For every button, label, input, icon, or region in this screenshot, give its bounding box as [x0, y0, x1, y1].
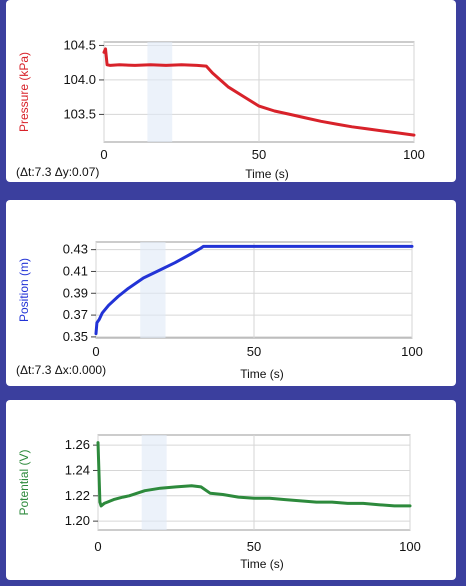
y-axis-label: Pressure (kPa)	[17, 52, 31, 132]
x-tick-label: 0	[100, 147, 107, 162]
y-tick-label: 0.41	[63, 263, 88, 278]
x-tick-label: 50	[247, 344, 261, 359]
series-line	[96, 441, 412, 508]
y-tick-label: 1.24	[65, 462, 90, 477]
x-axis-label: Time (s)	[245, 167, 289, 181]
y-tick-label: 1.26	[65, 437, 90, 452]
position-chart: 0 50 100 0.35 0.37 0.39 0.41 0.43 Time (s) Positi…	[17, 241, 423, 381]
x-tick-label: 100	[403, 147, 425, 162]
series-line	[102, 47, 416, 137]
selection-band	[140, 242, 166, 338]
x-axis-label: Time (s)	[240, 557, 284, 571]
y-tick-label: 0.35	[63, 329, 88, 344]
selection-band	[147, 42, 173, 142]
pressure-chart: 0 50 100 103.5 104.0 104.5 Time (s) Pressure (k…	[17, 37, 425, 181]
x-tick-label: 0	[94, 539, 101, 554]
series-line	[94, 244, 414, 336]
y-axis-label: Potential (V)	[17, 449, 31, 515]
y-tick-label: 1.22	[65, 488, 90, 503]
y-tick-label: 0.37	[63, 307, 88, 322]
potential-panel: 0 50 100 1.20 1.22 1.24 1.26 Time (s) Potential …	[6, 400, 456, 580]
y-tick-label: 0.43	[63, 242, 88, 257]
y-axis-label: Position (m)	[17, 258, 31, 322]
pressure-panel: 0 50 100 103.5 104.0 104.5 Time (s) Pressure (k…	[6, 0, 456, 182]
y-tick-label: 104.0	[63, 72, 96, 87]
position-panel: 0 50 100 0.35 0.37 0.39 0.41 0.43 Time (s) Positi…	[6, 200, 456, 386]
x-tick-label: 100	[399, 539, 421, 554]
potential-chart: 0 50 100 1.20 1.22 1.24 1.26 Time (s) Potential …	[17, 434, 421, 571]
x-tick-label: 0	[92, 344, 99, 359]
selection-band	[141, 435, 167, 530]
position-readout: (Δt:7.3 Δx:0.000)	[16, 363, 107, 377]
y-tick-label: 1.20	[65, 513, 90, 528]
y-tick-label: 0.39	[63, 285, 88, 300]
x-axis-label: Time (s)	[240, 367, 284, 381]
x-tick-label: 50	[252, 147, 266, 162]
x-tick-label: 100	[401, 344, 423, 359]
y-tick-label: 103.5	[63, 106, 96, 121]
y-tick-label: 104.5	[63, 37, 96, 52]
pressure-readout: (Δt:7.3 Δy:0.07)	[16, 165, 100, 179]
x-tick-label: 50	[247, 539, 261, 554]
